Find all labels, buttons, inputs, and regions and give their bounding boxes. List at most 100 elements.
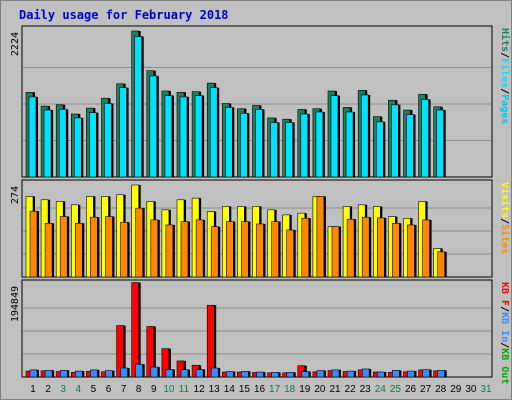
bar-files-day-20 xyxy=(315,111,324,178)
bar-kbf-day-11 xyxy=(176,360,185,378)
legend-files: Files xyxy=(499,58,511,88)
panel-kbytes: 194849 KB F/KB In/KB Out xyxy=(10,279,510,384)
bar-files-day-27 xyxy=(421,99,429,178)
series-legend: Visits/Sites xyxy=(499,182,511,254)
day-label: 6 xyxy=(106,384,112,395)
bar-files-day-7 xyxy=(119,87,127,178)
bar-sites-day-10 xyxy=(165,224,174,278)
day-label: 10 xyxy=(163,384,175,395)
series-legend: Hits/Files/Pages xyxy=(499,28,511,124)
bar-sites-day-23 xyxy=(361,216,370,278)
bar-kbin-day-15 xyxy=(241,371,249,378)
day-label: 18 xyxy=(284,384,296,395)
day-label: 12 xyxy=(194,384,206,395)
bar-files-day-15 xyxy=(240,113,248,178)
legend-separator: / xyxy=(499,218,510,224)
bar-sites-day-22 xyxy=(346,218,355,278)
bar-kbin-day-10 xyxy=(165,369,174,378)
day-label: 19 xyxy=(299,384,311,395)
bar-sites-day-13 xyxy=(210,226,219,278)
bar-kbin-day-18 xyxy=(286,372,295,378)
bar-files-day-22 xyxy=(345,111,354,178)
bar-kbin-day-14 xyxy=(226,371,234,378)
bar-sites-day-5 xyxy=(90,216,98,278)
bar-sites-day-7 xyxy=(120,221,128,278)
bar-kbin-day-27 xyxy=(422,369,430,378)
bar-files-day-1 xyxy=(28,96,37,178)
day-label: 27 xyxy=(420,384,432,395)
chart-title: Daily usage for February 2018 xyxy=(19,8,229,22)
bar-sites-day-17 xyxy=(271,221,279,278)
panel-border xyxy=(21,279,493,378)
bar-sites-day-26 xyxy=(407,224,415,278)
day-label: 24 xyxy=(375,384,387,395)
bar-sites-day-12 xyxy=(195,219,204,278)
bar-files-day-3 xyxy=(58,109,67,178)
bar-sites-day-16 xyxy=(256,223,264,278)
bar-sites-day-20 xyxy=(316,196,325,278)
max-value-label: 2224 xyxy=(10,32,21,56)
legend-kbin: KB In xyxy=(499,312,510,342)
legend-separator: / xyxy=(499,88,510,94)
bar-sites-day-27 xyxy=(422,219,430,278)
bar-files-day-8 xyxy=(134,36,142,178)
bar-files-day-17 xyxy=(270,122,278,178)
day-label: 15 xyxy=(239,384,251,395)
legend-separator: / xyxy=(499,306,510,312)
bar-kbin-day-21 xyxy=(331,369,340,378)
bar-sites-day-6 xyxy=(105,216,113,278)
bar-files-day-21 xyxy=(330,95,339,178)
bar-sites-day-1 xyxy=(29,210,38,278)
bar-sites-day-4 xyxy=(75,222,83,278)
bar-kbin-day-19 xyxy=(301,371,310,378)
bar-kbin-day-24 xyxy=(376,371,385,378)
bar-files-day-16 xyxy=(255,109,263,178)
day-label: 14 xyxy=(224,384,236,395)
bar-kbin-day-5 xyxy=(90,369,98,378)
bar-sites-day-14 xyxy=(226,221,234,278)
bar-kbin-day-26 xyxy=(407,370,415,378)
bar-kbin-day-9 xyxy=(150,366,159,378)
day-label: 3 xyxy=(60,384,66,395)
bar-files-day-2 xyxy=(43,109,52,178)
bar-files-day-24 xyxy=(375,121,384,178)
bar-sites-day-19 xyxy=(301,217,310,278)
series-legend: KB F/KB In/KB Out xyxy=(499,282,510,384)
max-value-label: 274 xyxy=(10,186,21,204)
bar-kbf-day-8 xyxy=(131,282,139,378)
day-label: 2 xyxy=(45,384,51,395)
bar-kbin-day-1 xyxy=(29,369,38,378)
day-label: 23 xyxy=(360,384,372,395)
bar-kbin-day-7 xyxy=(120,367,128,378)
panel-visits-sites: 274 Visits/Sites xyxy=(10,179,511,278)
bar-files-day-26 xyxy=(406,114,414,178)
day-label: 13 xyxy=(209,384,221,395)
day-label: 25 xyxy=(390,384,402,395)
day-label: 9 xyxy=(151,384,157,395)
day-label: 5 xyxy=(91,384,97,395)
bar-sites-day-28 xyxy=(437,251,446,278)
legend-hits: Hits xyxy=(499,28,511,52)
day-label: 26 xyxy=(405,384,417,395)
legend-separator: / xyxy=(499,342,510,348)
bar-kbin-day-25 xyxy=(392,370,400,378)
bar-sites-day-3 xyxy=(59,216,68,278)
bar-files-day-10 xyxy=(164,95,173,178)
bar-kbin-day-22 xyxy=(346,370,355,378)
day-label: 17 xyxy=(269,384,281,395)
bar-sites-day-24 xyxy=(376,217,385,278)
bar-sites-day-25 xyxy=(392,222,400,278)
bar-kbin-day-17 xyxy=(271,372,279,378)
bar-sites-day-15 xyxy=(241,221,249,278)
day-label: 21 xyxy=(329,384,341,395)
day-label: 7 xyxy=(121,384,127,395)
day-label: 8 xyxy=(136,384,142,395)
bar-files-day-19 xyxy=(300,113,309,178)
legend-separator: / xyxy=(499,52,510,58)
legend-kbout: KB Out xyxy=(499,348,510,384)
bar-sites-day-11 xyxy=(180,221,189,278)
day-label: 11 xyxy=(179,384,190,395)
bar-files-day-4 xyxy=(74,117,82,178)
bar-sites-day-21 xyxy=(331,226,340,278)
bar-kbin-day-16 xyxy=(256,371,264,378)
